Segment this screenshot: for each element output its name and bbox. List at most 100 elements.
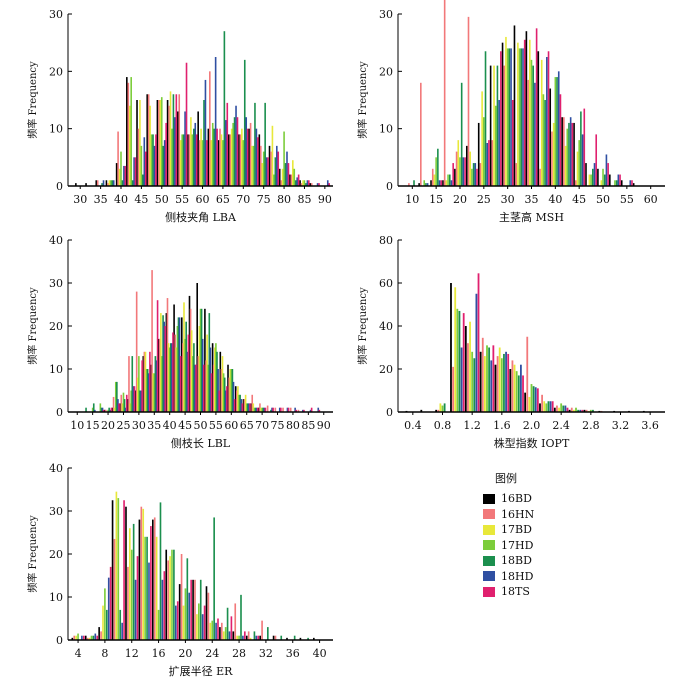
bar-18hd [426,183,429,186]
x-tick-label: 35 [147,419,161,432]
x-tick-label: 70 [236,193,250,206]
bar-16hn [526,336,529,412]
bar-18bd [162,315,164,412]
x-tick-label: 12 [125,647,139,660]
bar-18ts [230,616,233,640]
bar-18bd [496,65,499,186]
x-tick-label: 15 [86,419,100,432]
bar-18hd [134,579,137,640]
y-tick-label: 10 [379,123,393,136]
bar-17bd [588,174,591,186]
bar-18bd [262,407,265,412]
bar-17hd [138,356,140,412]
bar-18bd [203,100,205,186]
bar-16bd [156,100,159,186]
x-tick-label: 1.2 [463,419,481,432]
bar-17hd [500,358,503,412]
bar-18bd [253,631,256,640]
bar-18hd [132,386,135,412]
bar-16bd [418,183,420,186]
y-tick-label: 20 [379,363,393,376]
bar-16bd [525,31,528,187]
bar-18ts [226,102,229,186]
y-tick-label: 40 [49,234,63,247]
x-tick-label: 65 [240,419,254,432]
bar-16bd [620,180,623,186]
bar-17hd [120,151,122,186]
bar-18bd [437,148,439,186]
bar-17hd [471,168,473,186]
bar-16bd [632,183,635,186]
bar-17hd [91,407,94,412]
bar-17hd [590,174,592,186]
bar-16bd [219,351,222,412]
bar-16bd [250,403,252,412]
bar-18bd [123,399,126,412]
bar-18ts [607,163,609,186]
bar-17bd [129,403,131,412]
bar-17bd [281,168,284,186]
bar-16bd [494,364,497,412]
bar-16bd [188,295,191,412]
bar-16hn [455,151,458,186]
bar-17bd [121,403,124,412]
bar-18hd [148,562,150,640]
bar-17bd [261,163,264,186]
bar-16hn [452,366,454,412]
x-tick-label: 24 [205,647,219,660]
bar-18hd [194,122,197,186]
bar-18ts [187,334,190,412]
bar-18ts [203,364,205,412]
bar-17bd [167,343,170,412]
bar-18ts [226,386,228,412]
bar-17hd [90,635,93,640]
bar-16hn [96,180,99,186]
bar-17bd [102,605,104,640]
bar-16bd [127,399,129,412]
bar-18hd [505,351,507,412]
x-tick-label: 55 [175,193,189,206]
x-tick-label: 15 [429,193,443,206]
bar-16hn [236,390,238,412]
bar-18hd [245,117,248,186]
bar-17bd [244,394,247,412]
bar-18bd [254,407,257,412]
bar-17bd [271,125,274,186]
bar-18hd [474,163,477,186]
bar-16bd [513,25,516,186]
legend-swatch [483,555,495,566]
bar-16bd [272,635,275,640]
bar-16hn [112,396,115,412]
y-tick-label: 0 [56,406,63,419]
bar-18hd [450,180,453,186]
bar-17hd [578,140,580,186]
bar-16bd [157,338,160,412]
bar-17hd [530,384,533,412]
bar-18bd [208,313,211,412]
bar-18bd [425,183,427,186]
bar-16hn [209,71,211,186]
bar-18ts [583,108,586,186]
bar-17bd [302,180,304,186]
bar-16hn [207,592,210,640]
bar-16hn [437,409,440,412]
bar-16hn [515,163,517,186]
bar-18bd [615,180,618,186]
bar-18ts [190,579,192,640]
bar-17hd [471,351,474,412]
bar-17bd [481,91,483,186]
bar-17hd [130,77,132,186]
bar-17bd [249,637,252,640]
bar-16bd [98,627,100,640]
legend-label: 18HD [501,569,534,583]
bar-17bd [190,117,192,186]
bar-16hn [297,409,300,412]
bar-16hn [479,163,482,186]
bar-16hn [127,566,129,640]
bar-17bd [190,330,193,412]
bar-16hn [247,631,250,640]
bar-18ts [492,345,495,412]
bar-17bd [540,59,543,187]
bar-16bd [75,183,77,186]
